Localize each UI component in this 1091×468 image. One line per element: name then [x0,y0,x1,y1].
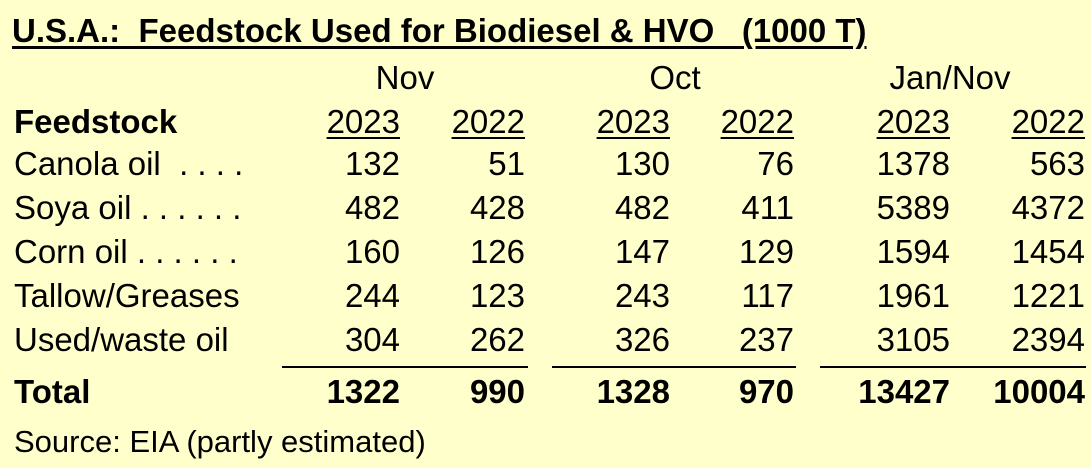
total-cell: 1328 [596,373,670,410]
table-cell: 130 [614,145,670,182]
table-cell: 4372 [1011,189,1085,226]
year-header-jan-nov-2023: 2023 [876,103,950,140]
table-cell: 126 [469,233,525,270]
row-label: Used/waste oil [14,321,229,358]
table-cell: 326 [614,321,670,358]
year-header-nov-2022: 2022 [451,103,525,140]
period-header-jan-nov: Jan/Nov [889,59,1011,96]
table-cell: 2394 [1011,321,1085,358]
table-cell: 51 [488,145,525,182]
table-cell: 262 [469,321,525,358]
source-note: Source: EIA (partly estimated) [14,424,426,459]
total-cell: 13427 [858,373,950,410]
table-cell: 237 [738,321,794,358]
table-cell: 147 [614,233,670,270]
table-cell: 132 [344,145,400,182]
total-cell: 10004 [993,373,1085,410]
total-rule-jan-nov [820,366,1086,368]
total-cell: 970 [738,373,794,410]
year-header-oct-2022: 2022 [720,103,794,140]
total-label: Total [14,373,91,410]
table-cell: 160 [344,233,400,270]
table-cell: 76 [757,145,794,182]
total-rule-oct [552,366,796,368]
table-cell: 3105 [876,321,950,358]
period-header-nov: Nov [375,59,435,96]
total-cell: 990 [469,373,525,410]
table-cell: 5389 [876,189,950,226]
row-label: Canola oil . . . . [14,145,244,182]
table-cell: 1594 [876,233,950,270]
table-cell: 563 [1029,145,1085,182]
table-cell: 243 [614,277,670,314]
table-cell: 244 [344,277,400,314]
row-label: Tallow/Greases [14,277,240,314]
table-cell: 482 [344,189,400,226]
year-header-jan-nov-2022: 2022 [1011,103,1085,140]
table-cell: 482 [614,189,670,226]
table-title: U.S.A.: Feedstock Used for Biodiesel & H… [12,12,867,49]
table-cell: 1961 [876,277,950,314]
table-cell: 129 [738,233,794,270]
table-cell: 411 [741,189,794,226]
table-cell: 428 [469,189,525,226]
feedstock-column-header: Feedstock [14,103,178,140]
period-header-oct: Oct [649,59,701,96]
table-cell: 117 [741,277,794,314]
year-header-nov-2023: 2023 [326,103,400,140]
table-cell: 304 [344,321,400,358]
table-cell: 1221 [1011,277,1085,314]
row-label: Soya oil . . . . . . [14,189,242,226]
year-header-oct-2023: 2023 [596,103,670,140]
table-cell: 1378 [876,145,950,182]
row-label: Corn oil . . . . . . [14,233,238,270]
total-cell: 1322 [326,373,400,410]
table-cell: 123 [469,277,525,314]
total-rule-nov [282,366,528,368]
table-cell: 1454 [1011,233,1085,270]
